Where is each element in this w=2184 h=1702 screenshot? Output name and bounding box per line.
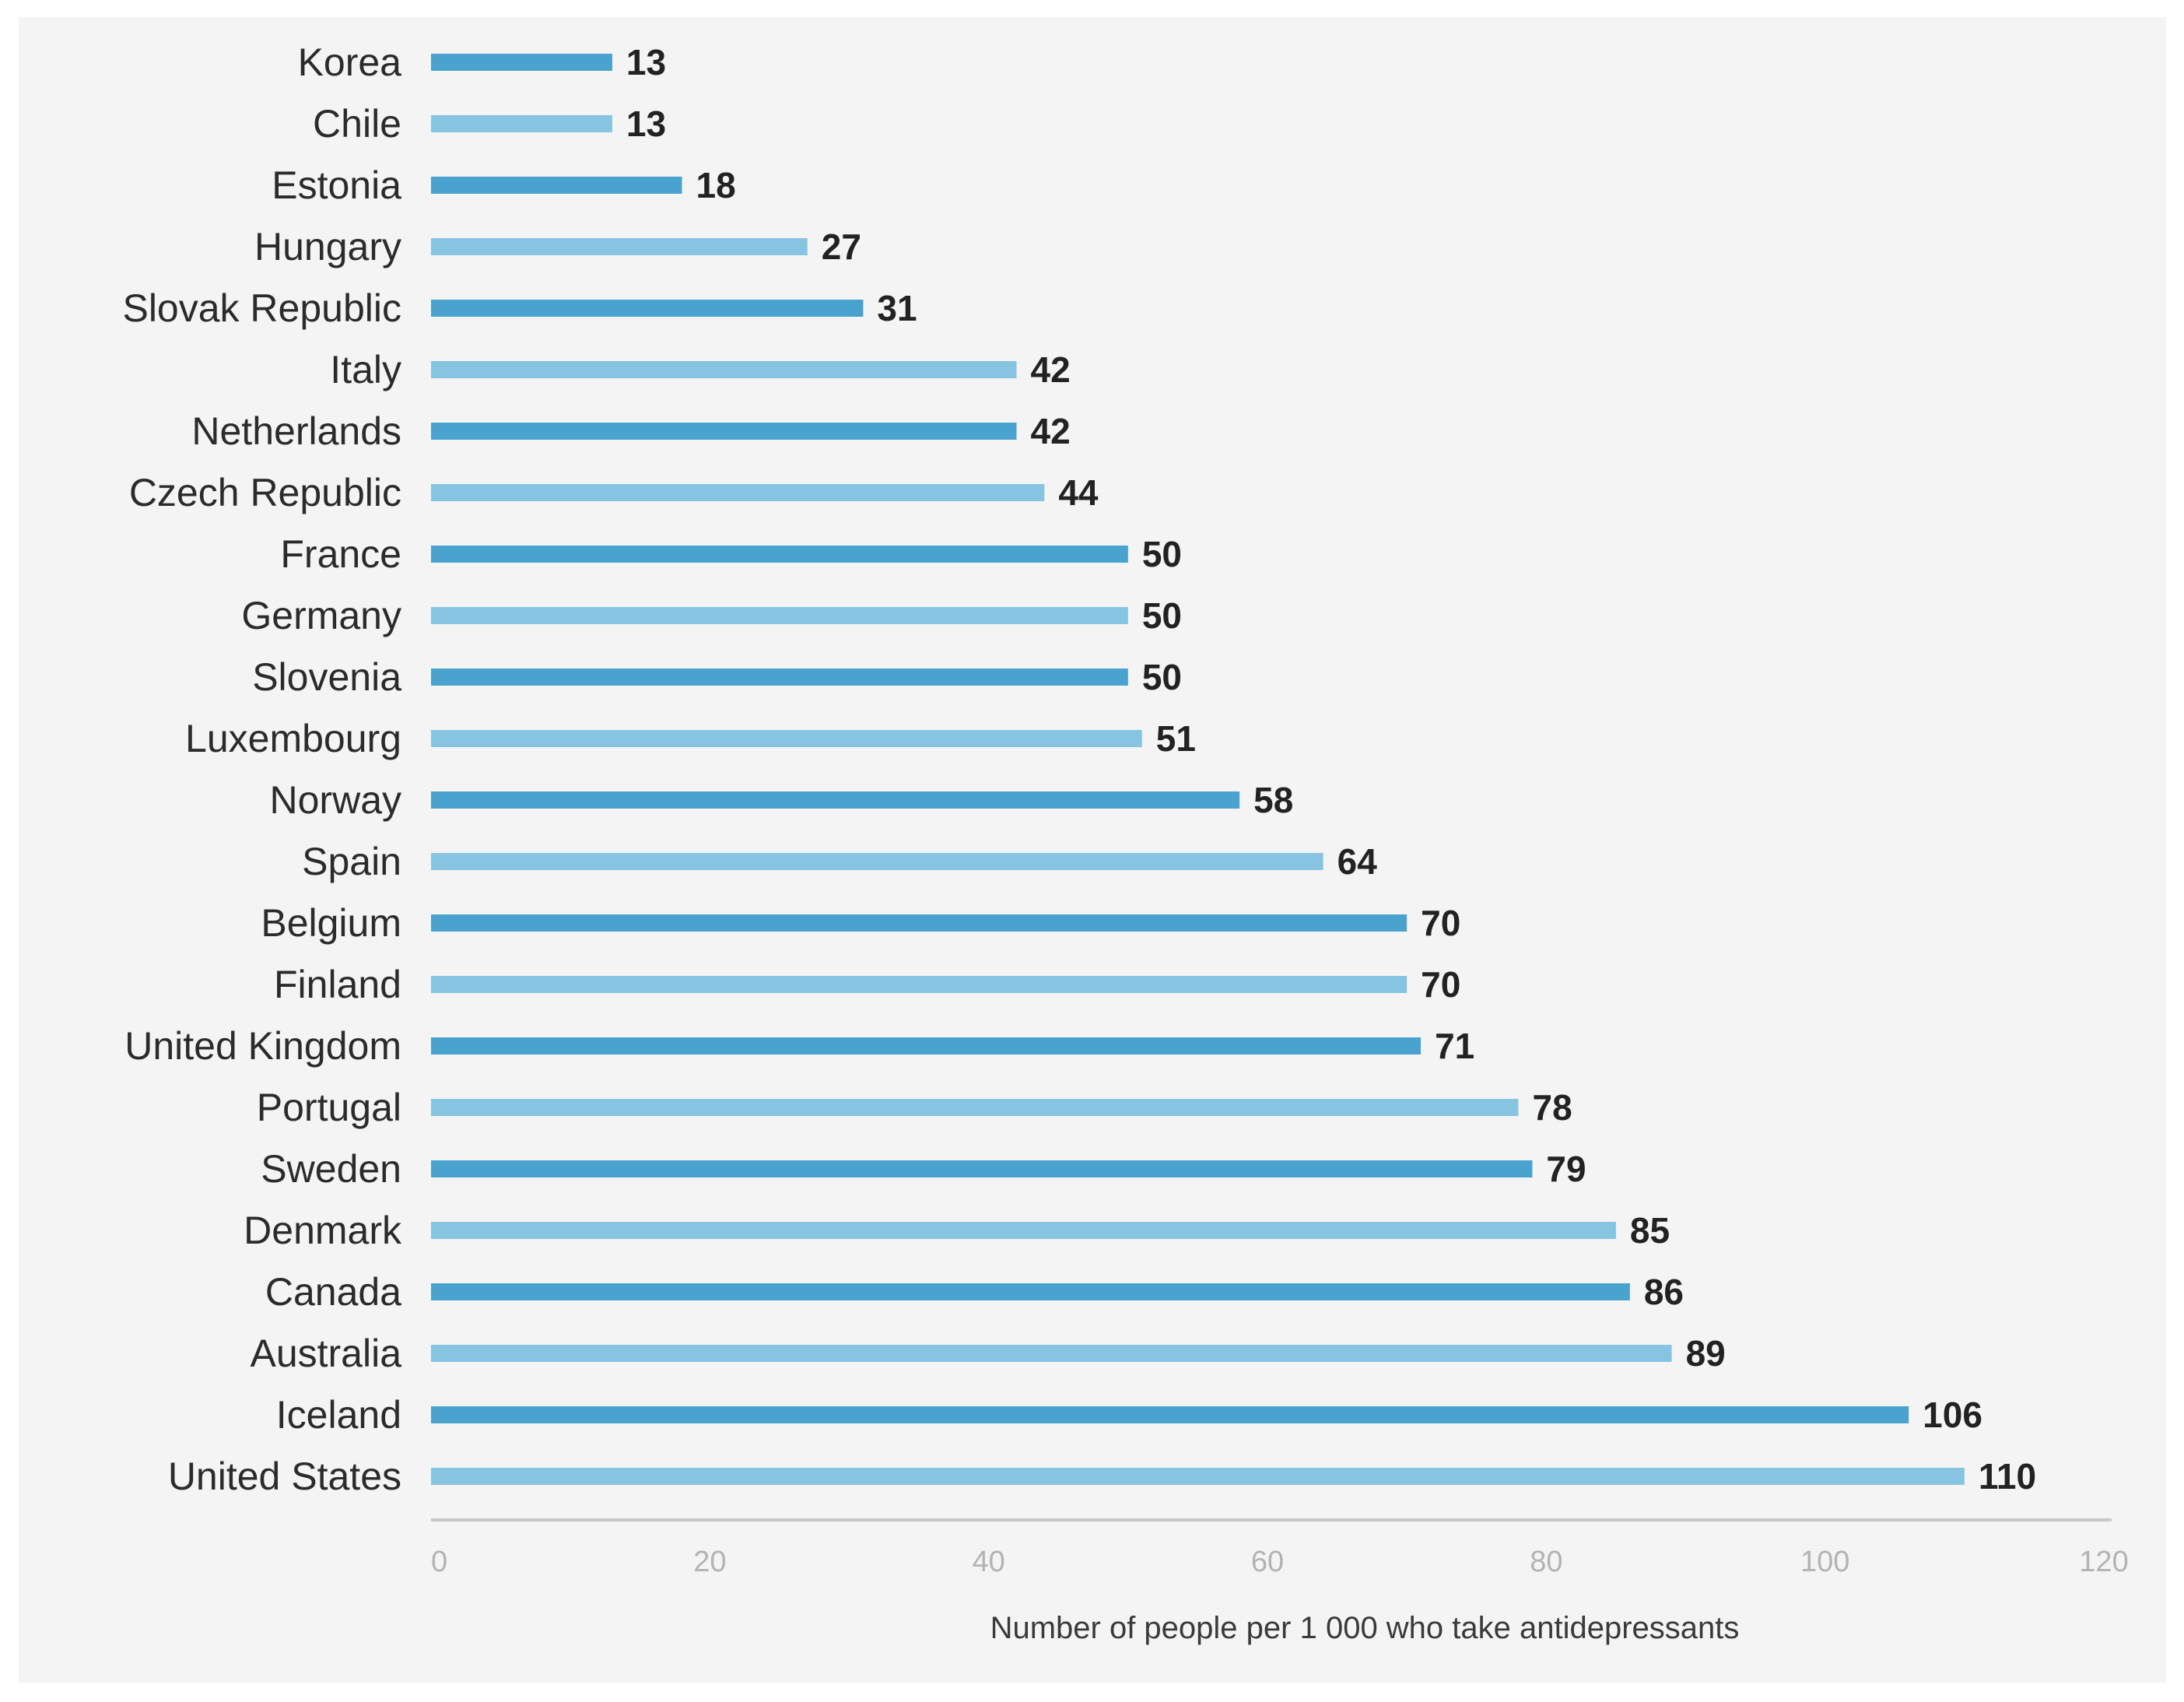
category-label-korea: Korea xyxy=(298,40,402,84)
bar-slovak-republic xyxy=(431,300,864,317)
category-label-belgium: Belgium xyxy=(261,901,401,945)
value-label-australia: 89 xyxy=(1686,1333,1726,1374)
value-label-hungary: 27 xyxy=(822,226,861,267)
value-label-czech-republic: 44 xyxy=(1058,472,1099,513)
bar-czech-republic xyxy=(431,484,1045,501)
bar-chile xyxy=(431,115,612,132)
bar-sweden xyxy=(431,1160,1533,1177)
category-label-iceland: Iceland xyxy=(276,1393,401,1437)
bar-norway xyxy=(431,791,1240,809)
x-axis-ticks: 0 20 40 60 80 100 120 xyxy=(431,1546,2129,1578)
bar-denmark xyxy=(431,1222,1616,1239)
category-label-chile: Chile xyxy=(313,102,401,146)
value-label-luxembourg: 51 xyxy=(1156,718,1196,759)
value-label-slovenia: 50 xyxy=(1142,657,1182,697)
bar-chart: Korea Chile Estonia Hungary Slovak Republic I… xyxy=(122,40,2129,1645)
category-label-united-states: United States xyxy=(168,1455,401,1498)
value-label-italy: 42 xyxy=(1031,349,1071,390)
category-label-united-kingdom: United Kingdom xyxy=(124,1024,401,1068)
value-label-spain: 64 xyxy=(1337,841,1378,882)
x-tick-80: 80 xyxy=(1530,1546,1562,1578)
value-label-iceland: 106 xyxy=(1923,1395,1982,1435)
value-label-sweden: 79 xyxy=(1546,1149,1586,1189)
category-labels: Korea Chile Estonia Hungary Slovak Republic I… xyxy=(122,40,402,1498)
x-tick-60: 60 xyxy=(1251,1546,1284,1578)
category-label-netherlands: Netherlands xyxy=(191,409,401,453)
bar-united-kingdom xyxy=(431,1037,1422,1055)
bar-iceland xyxy=(431,1406,1909,1423)
category-label-finland: Finland xyxy=(274,963,401,1006)
category-label-canada: Canada xyxy=(265,1270,401,1314)
x-tick-100: 100 xyxy=(1800,1546,1849,1578)
bar-korea xyxy=(431,54,612,71)
value-label-united-kingdom: 71 xyxy=(1435,1026,1474,1066)
category-label-slovenia: Slovenia xyxy=(252,655,401,699)
value-label-belgium: 70 xyxy=(1421,903,1460,943)
bar-belgium xyxy=(431,914,1408,932)
x-axis-title: Number of people per 1 000 who take anti… xyxy=(990,1611,1740,1645)
category-label-denmark: Denmark xyxy=(244,1209,402,1252)
value-label-norway: 58 xyxy=(1253,780,1293,820)
category-label-italy: Italy xyxy=(330,348,401,391)
value-label-korea: 13 xyxy=(626,42,666,82)
x-tick-120: 120 xyxy=(2079,1546,2128,1578)
bar-canada xyxy=(431,1283,1630,1300)
x-tick-40: 40 xyxy=(973,1546,1005,1578)
category-label-sweden: Sweden xyxy=(261,1147,401,1191)
bar-finland xyxy=(431,976,1408,993)
category-label-australia: Australia xyxy=(250,1332,401,1375)
x-tick-0: 0 xyxy=(431,1546,447,1578)
value-label-chile: 13 xyxy=(626,104,666,144)
category-label-czech-republic: Czech Republic xyxy=(129,471,401,514)
category-label-germany: Germany xyxy=(241,594,401,637)
x-tick-20: 20 xyxy=(693,1546,726,1578)
bar-estonia xyxy=(431,177,682,194)
value-label-united-states: 110 xyxy=(1979,1456,2036,1497)
bar-spain xyxy=(431,853,1323,870)
bar-germany xyxy=(431,607,1128,624)
bar-australia xyxy=(431,1345,1672,1362)
value-label-finland: 70 xyxy=(1421,964,1460,1005)
bar-luxembourg xyxy=(431,730,1142,747)
category-label-hungary: Hungary xyxy=(254,225,401,268)
value-label-estonia: 18 xyxy=(696,165,736,205)
bar-italy xyxy=(431,361,1017,378)
category-label-france: France xyxy=(280,532,401,576)
value-label-portugal: 78 xyxy=(1533,1087,1572,1128)
value-label-denmark: 85 xyxy=(1630,1210,1670,1251)
bar-united-states xyxy=(431,1468,1965,1485)
chart-panel: Korea Chile Estonia Hungary Slovak Republic I… xyxy=(19,17,2166,1683)
bars-layer xyxy=(431,54,1965,1485)
bar-portugal xyxy=(431,1099,1519,1116)
bar-netherlands xyxy=(431,423,1017,440)
bar-hungary xyxy=(431,238,808,255)
value-label-france: 50 xyxy=(1142,534,1182,574)
value-label-canada: 86 xyxy=(1644,1272,1684,1312)
bar-slovenia xyxy=(431,669,1128,686)
category-label-spain: Spain xyxy=(302,840,401,883)
category-label-luxembourg: Luxembourg xyxy=(185,717,401,760)
value-label-slovak-republic: 31 xyxy=(877,288,917,328)
category-label-slovak-republic: Slovak Republic xyxy=(122,286,401,330)
value-labels: 13 13 18 27 31 42 42 44 50 50 50 51 58 64 70 70 71 78 79 85… xyxy=(626,42,2036,1497)
value-label-netherlands: 42 xyxy=(1031,411,1071,451)
value-label-germany: 50 xyxy=(1142,595,1182,636)
bar-france xyxy=(431,546,1128,563)
category-label-estonia: Estonia xyxy=(272,163,401,207)
category-label-portugal: Portugal xyxy=(257,1086,401,1129)
category-label-norway: Norway xyxy=(270,778,401,822)
